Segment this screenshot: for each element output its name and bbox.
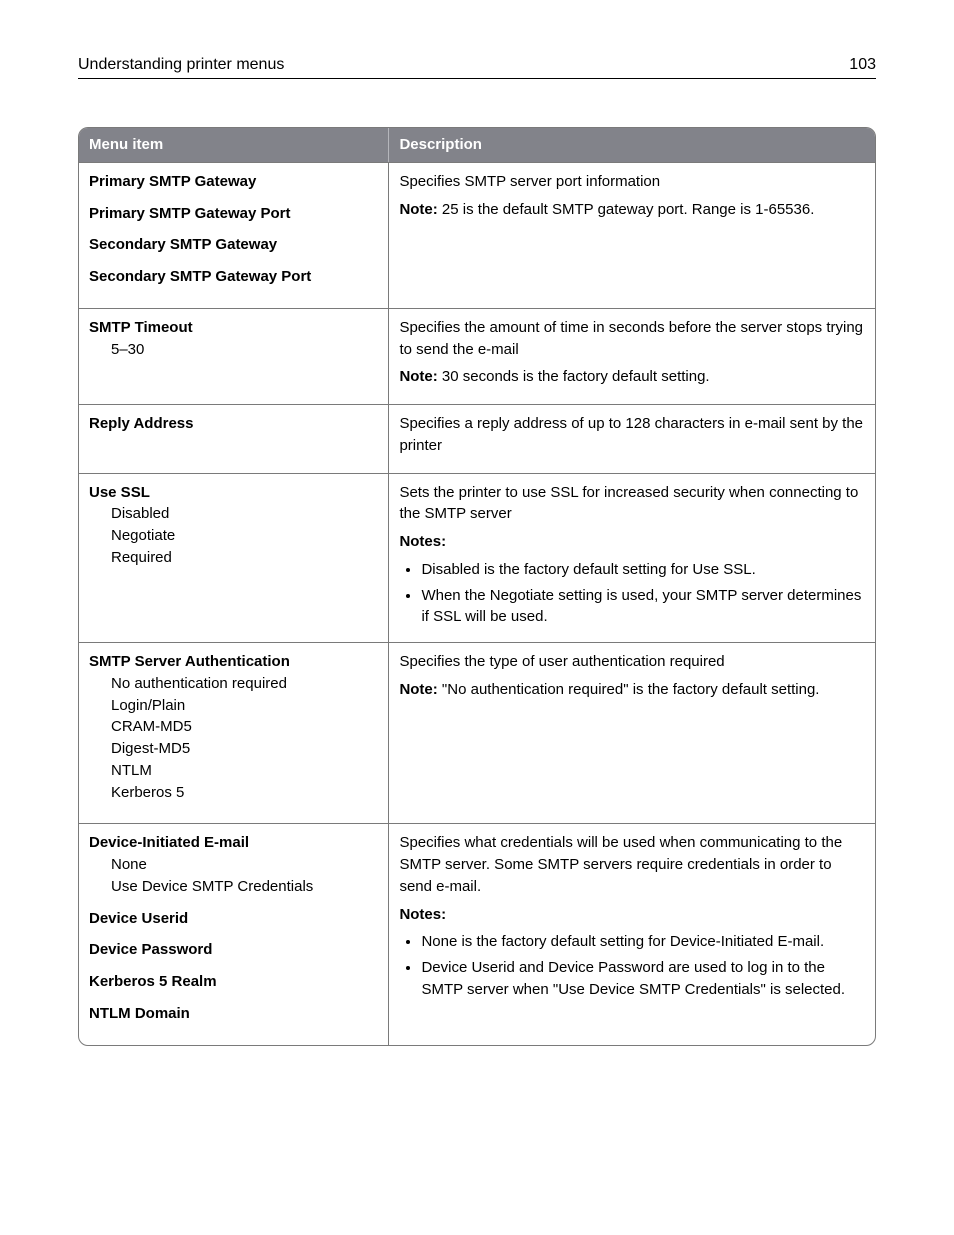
note-label: Notes: — [399, 906, 446, 923]
menu-item-label: Secondary SMTP Gateway Port — [89, 266, 378, 288]
description-text: Sets the printer to use SSL for increase… — [399, 482, 865, 526]
notes-list-item: Disabled is the factory default setting … — [421, 559, 865, 581]
notes-list-item: Device Userid and Device Password are us… — [421, 957, 865, 1001]
menu-item-label: Secondary SMTP Gateway — [89, 234, 378, 256]
description-text: Specifies what credentials will be used … — [399, 832, 865, 897]
menu-item-option: Kerberos 5 — [89, 782, 378, 804]
menu-item-label: SMTP Server Authentication — [89, 651, 378, 673]
note-text: 30 seconds is the factory default settin… — [438, 368, 710, 385]
menu-item-option: Digest-MD5 — [89, 738, 378, 760]
table-row: Reply Address Specifies a reply address o… — [79, 404, 875, 473]
menu-item-cell: Reply Address — [79, 404, 389, 473]
note-label: Note: — [399, 201, 437, 218]
menu-item-option: No authentication required — [89, 673, 378, 695]
menu-item-cell: Primary SMTP Gateway Primary SMTP Gateway… — [79, 162, 389, 308]
menu-item-label: Primary SMTP Gateway Port — [89, 203, 378, 225]
menu-item-label: Device Password — [89, 939, 378, 961]
menu-item-label: Primary SMTP Gateway — [89, 171, 378, 193]
note-line: Note: 25 is the default SMTP gateway por… — [399, 199, 865, 221]
menu-item-cell: Use SSLDisabledNegotiateRequired — [79, 473, 389, 643]
page: Understanding printer menus 103 Menu ite… — [0, 0, 954, 1086]
menu-item-option: Negotiate — [89, 525, 378, 547]
col-header-description: Description — [389, 128, 875, 162]
menu-item-option: Use Device SMTP Credentials — [89, 876, 378, 898]
description-cell: Specifies a reply address of up to 128 c… — [389, 404, 875, 473]
menu-item-option: Required — [89, 547, 378, 569]
table-row: Primary SMTP Gateway Primary SMTP Gateway… — [79, 162, 875, 308]
note-label: Note: — [399, 681, 437, 698]
menu-item-option: None — [89, 854, 378, 876]
note-label: Notes: — [399, 533, 446, 550]
notes-list-item: None is the factory default setting for … — [421, 931, 865, 953]
menu-item-label: Device-Initiated E-mail — [89, 832, 378, 854]
menu-item-option: NTLM — [89, 760, 378, 782]
note-text: 25 is the default SMTP gateway port. Ran… — [438, 201, 815, 218]
table-row: SMTP Timeout5–30Specifies the amount of … — [79, 308, 875, 404]
notes-list-item: When the Negotiate setting is used, your… — [421, 585, 865, 629]
page-number: 103 — [849, 56, 876, 74]
menu-item-label: Device Userid — [89, 908, 378, 930]
description-cell: Specifies SMTP server port information No… — [389, 162, 875, 308]
menu-item-label: NTLM Domain — [89, 1003, 378, 1025]
table-row: Use SSLDisabledNegotiateRequiredSets the… — [79, 473, 875, 643]
table-header-row: Menu item Description — [79, 128, 875, 162]
menu-item-cell: SMTP Server AuthenticationNo authenticat… — [79, 642, 389, 823]
description-cell: Specifies the type of user authenticatio… — [389, 642, 875, 823]
note-line: Note: 30 seconds is the factory default … — [399, 366, 865, 388]
table-row: SMTP Server AuthenticationNo authenticat… — [79, 642, 875, 823]
menu-item-cell: SMTP Timeout5–30 — [79, 308, 389, 404]
description-text: Specifies a reply address of up to 128 c… — [399, 413, 865, 457]
section-title: Understanding printer menus — [78, 56, 284, 74]
menu-item-label: SMTP Timeout — [89, 317, 378, 339]
note-text: "No authentication required" is the fact… — [438, 681, 820, 698]
menu-table: Menu item Description Primary SMTP Gatew… — [78, 127, 876, 1046]
note-line: Notes: — [399, 904, 865, 926]
running-header: Understanding printer menus 103 — [78, 56, 876, 79]
col-header-menu-item: Menu item — [79, 128, 389, 162]
menu-item-option: Login/Plain — [89, 695, 378, 717]
description-cell: Sets the printer to use SSL for increase… — [389, 473, 875, 643]
description-text: Specifies the amount of time in seconds … — [399, 317, 865, 361]
description-cell: Specifies the amount of time in seconds … — [389, 308, 875, 404]
menu-item-label: Use SSL — [89, 482, 378, 504]
note-label: Note: — [399, 368, 437, 385]
notes-list: None is the factory default setting for … — [399, 931, 865, 1000]
menu-item-option: Disabled — [89, 503, 378, 525]
menu-item-option: 5–30 — [89, 339, 378, 361]
table-row: Device-Initiated E-mailNoneUse Device SM… — [79, 823, 875, 1044]
description-text: Specifies SMTP server port information — [399, 171, 865, 193]
menu-item-cell: Device-Initiated E-mailNoneUse Device SM… — [79, 823, 389, 1044]
menu-item-label: Kerberos 5 Realm — [89, 971, 378, 993]
notes-list: Disabled is the factory default setting … — [399, 559, 865, 628]
description-text: Specifies the type of user authenticatio… — [399, 651, 865, 673]
note-line: Note: "No authentication required" is th… — [399, 679, 865, 701]
menu-item-label: Reply Address — [89, 413, 378, 435]
description-cell: Specifies what credentials will be used … — [389, 823, 875, 1044]
note-line: Notes: — [399, 531, 865, 553]
menu-item-option: CRAM-MD5 — [89, 716, 378, 738]
